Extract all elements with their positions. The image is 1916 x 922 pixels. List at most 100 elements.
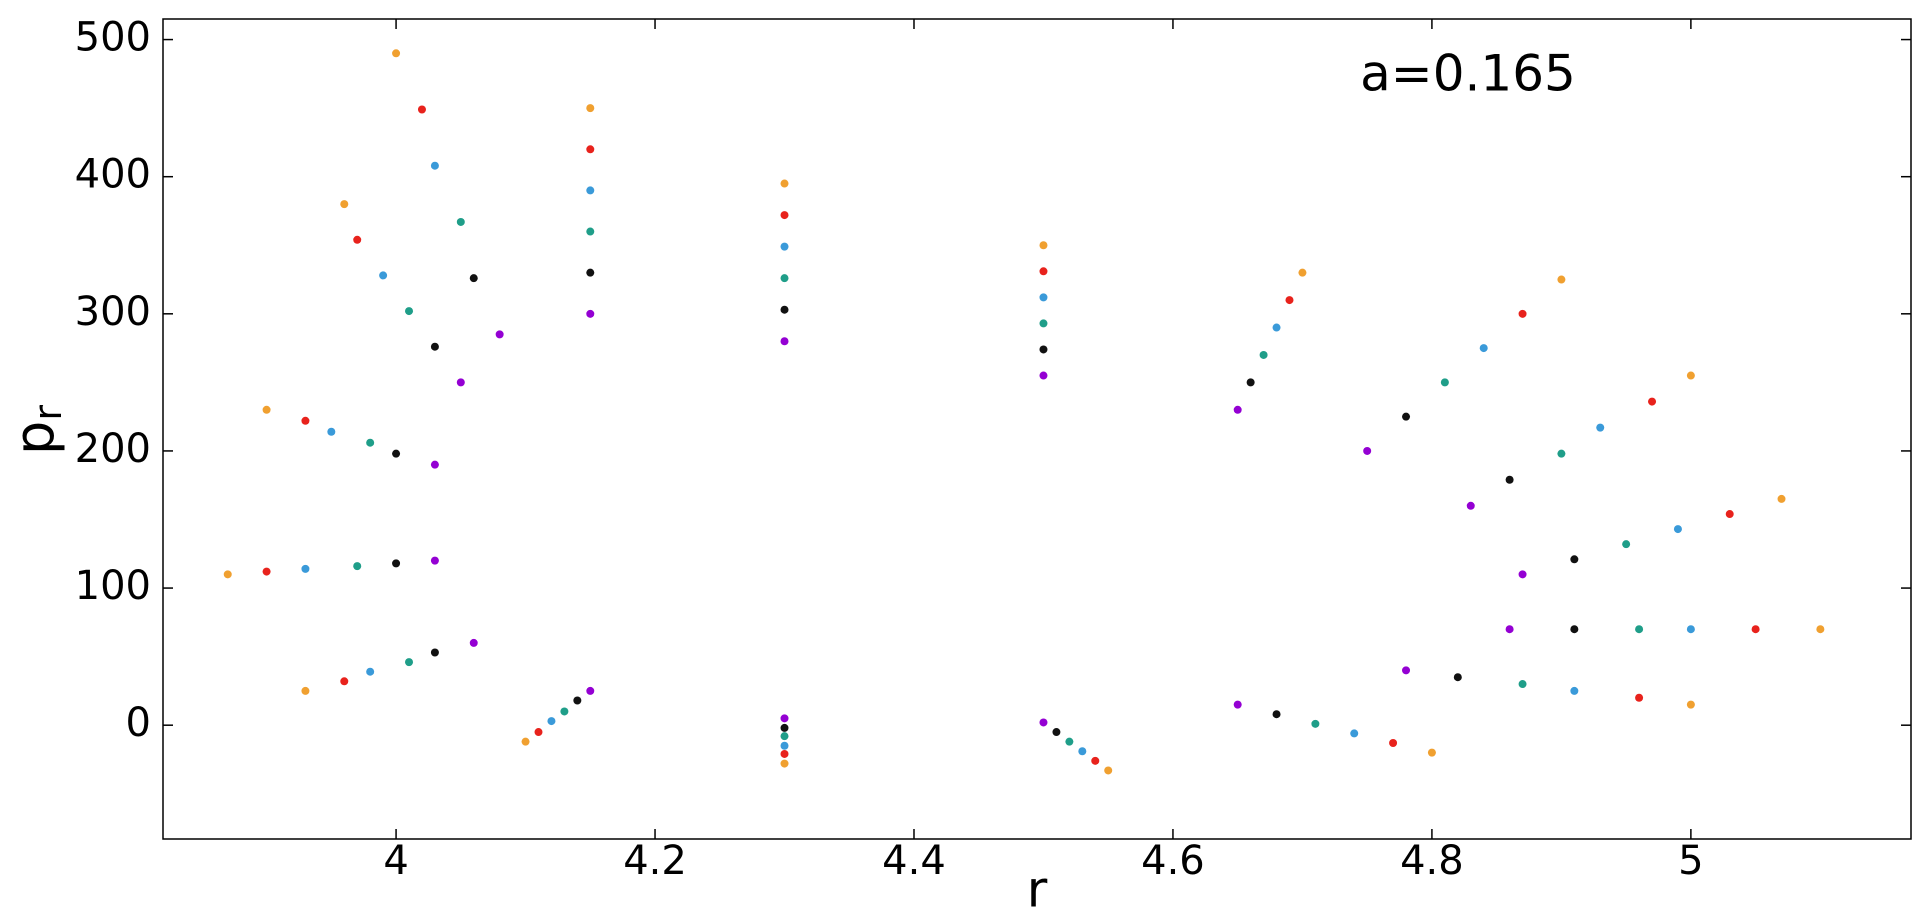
point xyxy=(262,567,271,576)
point xyxy=(1246,378,1255,387)
point xyxy=(780,274,789,283)
point xyxy=(1233,700,1242,709)
point xyxy=(1039,267,1048,276)
point xyxy=(1777,494,1786,503)
point xyxy=(223,570,232,579)
point xyxy=(456,378,465,387)
point xyxy=(1518,680,1527,689)
point xyxy=(1686,371,1695,380)
point xyxy=(1751,625,1760,634)
point xyxy=(780,714,789,723)
point xyxy=(780,723,789,732)
point xyxy=(430,460,439,469)
point xyxy=(1402,666,1411,675)
point xyxy=(417,105,426,114)
point xyxy=(1389,739,1398,748)
y-label-subscript: r xyxy=(26,405,70,421)
point xyxy=(573,696,582,705)
point xyxy=(1466,501,1475,510)
point xyxy=(301,686,310,695)
point xyxy=(1402,412,1411,421)
point xyxy=(327,427,336,436)
point xyxy=(1311,719,1320,728)
point xyxy=(392,449,401,458)
point xyxy=(1039,345,1048,354)
point xyxy=(780,732,789,741)
point xyxy=(1285,296,1294,305)
point xyxy=(1259,350,1268,359)
y-axis-label: pr xyxy=(3,405,70,455)
point xyxy=(1816,625,1825,634)
point xyxy=(586,309,595,318)
point xyxy=(1479,344,1488,353)
point xyxy=(1673,525,1682,534)
x-axis-label: r xyxy=(1027,861,1048,919)
point xyxy=(1635,625,1644,634)
point xyxy=(1427,748,1436,757)
y-tick-label: 500 xyxy=(75,15,151,61)
y-label-base: p xyxy=(3,421,66,455)
point xyxy=(560,707,569,716)
point xyxy=(1686,700,1695,709)
point xyxy=(586,686,595,695)
point xyxy=(1570,625,1579,634)
point xyxy=(1518,570,1527,579)
point xyxy=(405,658,414,667)
point xyxy=(547,717,556,726)
point xyxy=(534,728,543,737)
point xyxy=(1622,540,1631,549)
point xyxy=(1557,275,1566,284)
point xyxy=(353,235,362,244)
point xyxy=(1039,319,1048,328)
point xyxy=(780,211,789,220)
point xyxy=(430,556,439,565)
point xyxy=(780,242,789,251)
point xyxy=(586,268,595,277)
point xyxy=(366,438,375,447)
point xyxy=(1091,756,1100,765)
point xyxy=(1596,423,1605,432)
point xyxy=(586,227,595,236)
point xyxy=(1453,673,1462,682)
point xyxy=(301,564,310,573)
x-tick-label: 4.6 xyxy=(1141,838,1205,884)
point xyxy=(430,648,439,657)
point xyxy=(340,677,349,686)
y-tick-label: 400 xyxy=(75,152,151,198)
annotation: a=0.165 xyxy=(1360,45,1576,103)
point xyxy=(1039,371,1048,380)
point xyxy=(1505,625,1514,634)
point xyxy=(392,559,401,568)
x-tick-label: 5 xyxy=(1678,838,1703,884)
point xyxy=(1039,718,1048,727)
y-tick-label: 100 xyxy=(75,563,151,609)
point xyxy=(1078,747,1087,756)
point xyxy=(1570,686,1579,695)
point xyxy=(1233,405,1242,414)
point xyxy=(1725,510,1734,519)
point xyxy=(1052,728,1061,737)
point xyxy=(392,49,401,58)
point xyxy=(1440,378,1449,387)
x-tick-label: 4.2 xyxy=(623,838,687,884)
point xyxy=(780,305,789,314)
point xyxy=(1272,323,1281,332)
point xyxy=(430,161,439,170)
point xyxy=(1104,766,1113,775)
point xyxy=(430,342,439,351)
point xyxy=(586,104,595,113)
point xyxy=(469,274,478,283)
point xyxy=(1505,475,1514,484)
point xyxy=(780,749,789,758)
x-tick-label: 4.4 xyxy=(882,838,946,884)
point xyxy=(1686,625,1695,634)
plot-frame xyxy=(162,18,1912,840)
point xyxy=(469,638,478,647)
point xyxy=(1518,309,1527,318)
point xyxy=(521,737,530,746)
point xyxy=(1298,268,1307,277)
point xyxy=(1635,693,1644,702)
point xyxy=(366,667,375,676)
point xyxy=(456,217,465,226)
point xyxy=(379,271,388,280)
